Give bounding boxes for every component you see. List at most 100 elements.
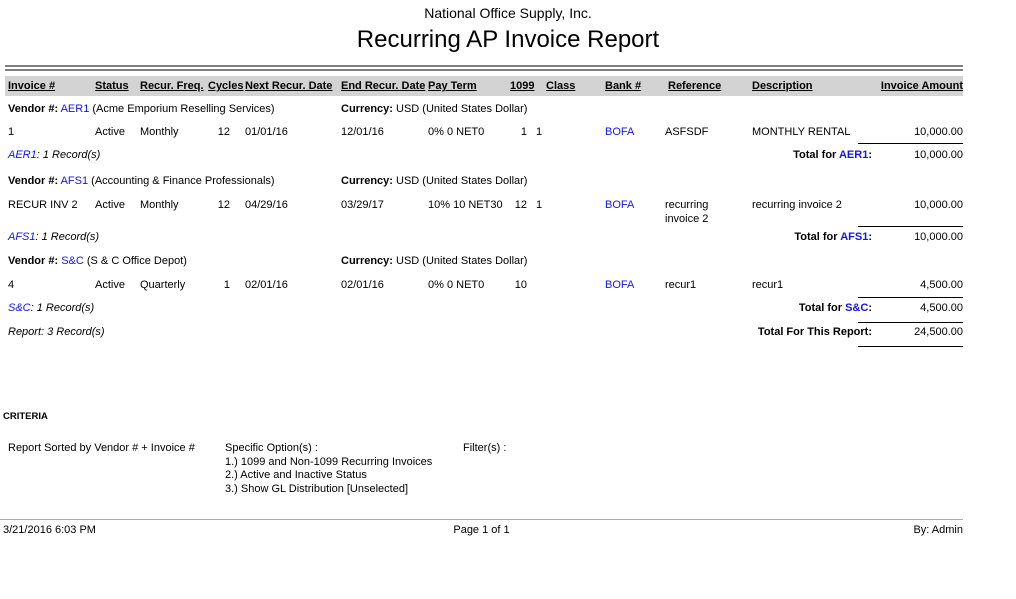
report-total-bottom-rule <box>858 346 963 347</box>
criteria-heading: CRITERIA <box>3 411 48 422</box>
footer-page-number: Page 1 of 1 <box>453 524 510 536</box>
col-header-pay-term: Pay Term <box>428 80 477 92</box>
cell-status: Active <box>95 199 125 211</box>
group-record-count: AER1: 1 Record(s) <box>8 148 100 162</box>
criteria-sorted-by: Report Sorted by Vendor # + Invoice # <box>8 442 195 454</box>
vendor-code-link[interactable]: S&C <box>61 255 84 267</box>
cell-reference: recurring invoice 2 <box>665 199 709 225</box>
cell-class: 1 <box>536 126 543 138</box>
cell-next-recur-date: 01/01/16 <box>245 126 288 138</box>
vendor-code-link[interactable]: AER1 <box>60 103 90 115</box>
group-record-count: AFS1: 1 Record(s) <box>8 230 99 244</box>
record-count-text: : 1 Record(s) <box>35 231 100 243</box>
cell-cycles: 12 <box>217 199 230 211</box>
col-header-reference: Reference <box>668 80 722 92</box>
footer-generated-by: By: Admin <box>913 524 963 536</box>
vendor-number-label: Vendor #: <box>8 255 59 267</box>
report-total-top-rule <box>858 322 963 323</box>
cell-end-recur-date: 03/29/17 <box>341 199 384 211</box>
cell-1099: 12 <box>514 199 527 211</box>
footer-rule <box>0 519 963 520</box>
col-header-bank-number: Bank # <box>605 80 642 92</box>
total-rule <box>858 143 963 144</box>
currency-value: USD (United States Dollar) <box>396 103 528 115</box>
group-total-amount: 4,500.00 <box>920 302 963 314</box>
cell-invoice-number: RECUR INV 2 <box>8 199 78 211</box>
cell-next-recur-date: 02/01/16 <box>245 279 288 291</box>
currency-info: Currency: USD (United States Dollar) <box>341 102 527 116</box>
vendor-group-header: Vendor #: S&C (S & C Office Depot) <box>8 254 187 268</box>
cell-1099: 10 <box>514 279 527 291</box>
cell-reference: recur1 <box>665 279 697 291</box>
currency-label: Currency: <box>341 175 393 187</box>
cell-description: recurring invoice 2 <box>752 199 842 211</box>
col-header-next-recur-date: Next Recur. Date <box>245 80 333 92</box>
report-total-label: Total For This Report: <box>757 326 872 338</box>
vendor-name: (Accounting & Finance Professionals) <box>91 175 275 187</box>
cell-pay-term: 0% 0 NET0 <box>428 126 485 138</box>
vendor-code-link[interactable]: AFS1 <box>60 175 89 187</box>
col-header-invoice-number: Invoice # <box>8 80 56 92</box>
col-header-status: Status <box>95 80 129 92</box>
currency-value: USD (United States Dollar) <box>396 255 528 267</box>
cell-invoice-amount: 4,500.00 <box>920 279 963 291</box>
group-total-label: Total for S&C: <box>700 301 872 315</box>
cell-1099: 1 <box>520 126 527 138</box>
cell-bank-link[interactable]: BOFA <box>605 279 635 291</box>
cell-status: Active <box>95 279 125 291</box>
report-total-amount: 24,500.00 <box>914 326 963 338</box>
cell-class: 1 <box>536 199 543 211</box>
group-record-count: S&C: 1 Record(s) <box>8 301 94 315</box>
cell-description: recur1 <box>752 279 784 291</box>
cell-recur-freq: Quarterly <box>140 279 186 291</box>
cell-end-recur-date: 02/01/16 <box>341 279 384 291</box>
col-header-invoice-amount: Invoice Amount <box>880 80 963 92</box>
record-count-vendor-link[interactable]: S&C <box>8 302 31 314</box>
group-total-amount: 10,000.00 <box>914 149 963 161</box>
total-vendor-link[interactable]: S&C <box>845 302 869 314</box>
currency-value: USD (United States Dollar) <box>396 175 528 187</box>
cell-reference: ASFSDF <box>665 126 709 138</box>
col-header-cycles: Cycles <box>208 80 244 92</box>
total-rule <box>858 297 963 298</box>
cell-next-recur-date: 04/29/16 <box>245 199 288 211</box>
criteria-option-item: 3.) Show GL Distribution [Unselected] <box>225 483 409 495</box>
cell-status: Active <box>95 126 125 138</box>
total-for-label: Total for <box>794 231 838 243</box>
cell-recur-freq: Monthly <box>140 126 179 138</box>
criteria-option-item: 2.) Active and Inactive Status <box>225 469 367 481</box>
cell-recur-freq: Monthly <box>140 199 179 211</box>
criteria-filters-label: Filter(s) : <box>463 442 507 454</box>
total-for-label: Total for <box>793 149 837 161</box>
vendor-name: (S & C Office Depot) <box>86 255 187 267</box>
col-header-end-recur-date: End Recur. Date <box>341 80 426 92</box>
criteria-option-item: 1.) 1099 and Non-1099 Recurring Invoices <box>225 456 433 468</box>
column-header-band <box>5 76 963 96</box>
record-count-vendor-link[interactable]: AER1 <box>8 149 37 161</box>
currency-info: Currency: USD (United States Dollar) <box>341 174 527 188</box>
col-header-class: Class <box>546 80 576 92</box>
total-colon: : <box>868 231 872 243</box>
record-count-vendor-link[interactable]: AFS1 <box>8 231 36 243</box>
currency-label: Currency: <box>341 255 393 267</box>
total-colon: : <box>868 302 872 314</box>
total-for-label: Total for <box>798 302 843 314</box>
cell-invoice-amount: 10,000.00 <box>914 126 963 138</box>
total-colon: : <box>868 149 872 161</box>
currency-info: Currency: USD (United States Dollar) <box>341 254 527 268</box>
report-title: Recurring AP Invoice Report <box>356 26 660 53</box>
cell-bank-link[interactable]: BOFA <box>605 126 635 138</box>
cell-invoice-amount: 10,000.00 <box>914 199 963 211</box>
vendor-group-header: Vendor #: AFS1 (Accounting & Finance Pro… <box>8 174 275 188</box>
vendor-number-label: Vendor #: <box>8 103 59 115</box>
total-vendor-link[interactable]: AER1 <box>838 149 869 161</box>
footer-datetime: 3/21/2016 6:03 PM <box>3 524 96 536</box>
total-vendor-link[interactable]: AFS1 <box>840 231 869 243</box>
col-header-description: Description <box>752 80 813 92</box>
report-record-count: Report: 3 Record(s) <box>8 326 105 338</box>
cell-bank-link[interactable]: BOFA <box>605 199 635 211</box>
currency-label: Currency: <box>341 103 393 115</box>
cell-description: MONTHLY RENTAL <box>752 126 851 138</box>
cell-pay-term: 10% 10 NET30 <box>428 199 503 211</box>
